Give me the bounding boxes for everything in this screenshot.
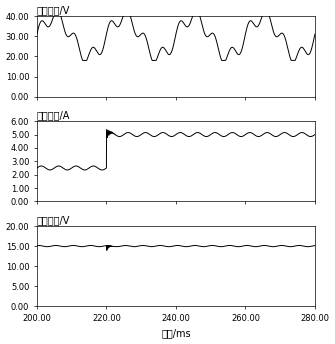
Text: 输入电压/V: 输入电压/V [37,6,70,15]
X-axis label: 时间/ms: 时间/ms [161,329,191,338]
Text: 输出电压/V: 输出电压/V [37,215,70,225]
Text: 负载电流/A: 负载电流/A [37,110,70,120]
